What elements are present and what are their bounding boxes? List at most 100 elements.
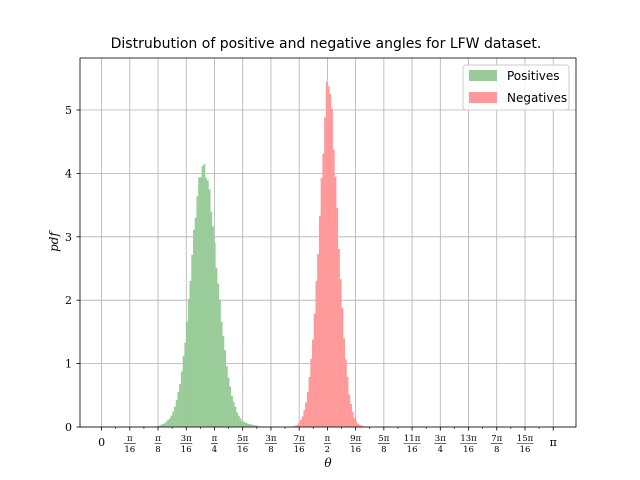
histogram-bar [346, 376, 349, 427]
histogram-bar [189, 280, 192, 427]
x-tick-label-numerator: 11π [404, 434, 421, 444]
histogram-bar [165, 421, 168, 427]
histogram-bar [348, 394, 351, 427]
histogram-series-positives [153, 164, 271, 427]
x-tick-label-numerator: 7π [294, 434, 305, 444]
histogram-bar [349, 403, 352, 427]
histogram-bar [160, 424, 163, 427]
histogram-bar [324, 117, 327, 427]
x-axis-ticks: 0 π16π83π16π45π163π87π16π29π165π811π163π4… [98, 427, 557, 455]
y-axis-label: pdf [47, 230, 61, 252]
histogram-bar [331, 108, 333, 427]
y-tick-label: 2 [65, 294, 72, 307]
histogram-bar [325, 81, 328, 427]
histogram-bar [206, 180, 209, 427]
x-tick-label-denominator: 8 [155, 445, 160, 455]
plot-area: 0 π16π83π16π45π163π87π16π29π165π811π163π4… [65, 57, 577, 455]
histogram-bar [358, 424, 361, 427]
histogram-bar [239, 418, 242, 427]
axes-frame [79, 57, 577, 428]
histogram-bar [339, 279, 342, 427]
histogram-bar [161, 424, 164, 427]
histogram-bar [191, 254, 194, 427]
histogram-bar [182, 355, 185, 427]
histogram-bar [306, 392, 309, 427]
histogram-bar [220, 321, 223, 427]
histogram-bar [329, 94, 332, 428]
histogram-bar [236, 412, 239, 427]
x-axis-label: θ [324, 456, 332, 470]
histogram-bar [175, 400, 178, 427]
x-tick-label-denominator: 16 [407, 445, 418, 455]
legend-swatch-negatives [469, 92, 497, 103]
x-tick-label-denominator: 4 [212, 445, 217, 455]
histogram-bar [308, 376, 311, 427]
histogram-bar [227, 377, 230, 427]
legend-swatch-positives [469, 70, 497, 81]
x-tick-label: π [550, 436, 557, 449]
histogram-bar [293, 426, 295, 427]
legend: Positives Negatives [462, 64, 570, 111]
x-tick-label-denominator: 16 [237, 445, 248, 455]
histogram-bar [230, 395, 233, 427]
histogram-bar [343, 338, 346, 427]
histogram-bar [234, 406, 237, 427]
x-tick-label-numerator: π [212, 434, 218, 444]
histogram-bar [210, 211, 213, 427]
histogram-bar [205, 177, 208, 427]
histogram-bar [196, 196, 199, 427]
histogram-bar [351, 411, 354, 427]
histogram-bar [301, 416, 304, 427]
x-tick-label-numerator: 7π [491, 434, 502, 444]
x-tick-label-denominator: 16 [463, 445, 474, 455]
histogram-bar [163, 423, 166, 427]
y-tick-label: 1 [65, 358, 72, 371]
x-tick-label-denominator: 2 [325, 445, 330, 455]
histogram-bar [193, 229, 195, 427]
histogram-bar [249, 424, 252, 427]
x-tick-label-numerator: π [155, 434, 161, 444]
histogram-bar [201, 166, 204, 427]
histogram-bar [256, 425, 259, 427]
y-tick-label: 4 [65, 167, 72, 180]
histogram-bars [153, 81, 370, 428]
histogram-bar [341, 308, 344, 427]
histogram-bar [244, 422, 247, 427]
x-tick-label-denominator: 16 [181, 445, 192, 455]
x-tick-label-numerator: 3π [181, 434, 192, 444]
histogram-bar [213, 242, 216, 427]
histogram-bar [232, 401, 235, 427]
histogram-bar [246, 423, 249, 427]
histogram-bar [158, 425, 161, 427]
histogram-bar [208, 189, 211, 427]
legend-label-negatives: Negatives [507, 91, 567, 105]
x-tick-label-numerator: π [127, 434, 133, 444]
x-tick-label-denominator: 16 [124, 445, 135, 455]
histogram-bar [332, 149, 335, 428]
histogram-bar [322, 153, 325, 427]
histogram-bar [179, 383, 182, 427]
y-tick-label: 0 [65, 421, 72, 434]
histogram-bar [194, 217, 197, 427]
histogram-bar [186, 321, 189, 427]
histogram-bar [222, 335, 225, 427]
histogram-bar [253, 425, 256, 427]
x-tick-label-numerator: 13π [460, 434, 477, 444]
histogram-bar [355, 421, 358, 427]
histogram-bar [225, 366, 228, 427]
histogram-bar [299, 419, 302, 427]
histogram-bar [312, 339, 314, 427]
histogram-bar [224, 350, 226, 427]
histogram-bar [336, 207, 339, 427]
x-tick-label-denominator: 8 [268, 445, 273, 455]
histogram-bar [327, 86, 330, 428]
x-tick-label-denominator: 16 [520, 445, 531, 455]
histogram-bar [174, 406, 176, 427]
x-tick-label-numerator: π [325, 434, 331, 444]
histogram-bar [248, 424, 251, 427]
histogram-bar [310, 358, 313, 427]
histogram-bar [167, 419, 170, 427]
histogram-bar [255, 425, 258, 427]
histogram-bar [203, 164, 206, 427]
